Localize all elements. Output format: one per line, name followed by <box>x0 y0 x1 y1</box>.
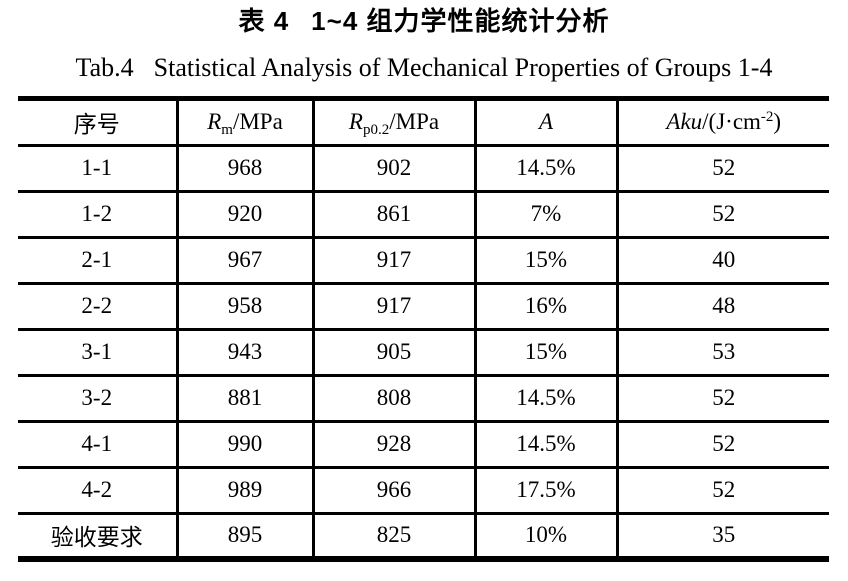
value-cell-elongation: 14.5% <box>473 143 619 193</box>
value-cell-rp02: 917 <box>311 281 477 331</box>
row-label-cell: 验收要求 <box>18 511 179 560</box>
value-cell-rp02: 902 <box>311 143 477 193</box>
caption-cn-text: 1~4 组力学性能统计分析 <box>311 6 610 36</box>
value-cell-rp02: 861 <box>311 189 477 239</box>
table-row: 2-1 967 917 15% 40 <box>18 235 829 285</box>
row-label-cell: 1-1 <box>18 143 179 193</box>
value-cell-elongation: 14.5% <box>473 419 619 469</box>
table-row-acceptance: 验收要求 895 825 10% 35 <box>18 511 829 560</box>
value-cell-rm: 990 <box>175 419 315 469</box>
table-caption-chinese: 表 4 1~4 组力学性能统计分析 <box>0 0 848 38</box>
value-cell-elongation: 15% <box>473 327 619 377</box>
value-cell-aku: 52 <box>615 189 829 239</box>
table-caption-english: Tab.4 Statistical Analysis of Mechanical … <box>0 52 848 83</box>
column-header-rm: Rm/MPa <box>175 98 315 147</box>
table-row: 4-2 989 966 17.5% 52 <box>18 465 829 515</box>
row-label-cell: 3-2 <box>18 373 179 423</box>
table-row: 4-1 990 928 14.5% 52 <box>18 419 829 469</box>
value-cell-elongation: 16% <box>473 281 619 331</box>
value-cell-aku: 40 <box>615 235 829 285</box>
rp02-unit: /MPa <box>389 109 440 135</box>
aku-unit-post: ) <box>773 109 782 135</box>
value-cell-rm: 881 <box>175 373 315 423</box>
value-cell-aku: 35 <box>615 511 829 560</box>
row-label-cell: 4-2 <box>18 465 179 515</box>
caption-en-text: Statistical Analysis of Mechanical Prope… <box>153 52 773 82</box>
rp02-symbol: R <box>348 109 363 135</box>
value-cell-rp02: 905 <box>311 327 477 377</box>
elongation-symbol: A <box>538 109 554 135</box>
table-row: 3-2 881 808 14.5% 52 <box>18 373 829 423</box>
value-cell-elongation: 7% <box>473 189 619 239</box>
column-header-sequence: 序号 <box>18 98 179 147</box>
value-cell-elongation: 17.5% <box>473 465 619 515</box>
mechanical-properties-table: 序号 Rm/MPa Rp0.2/MPa A Aku/(J·cm-2) 1-1 <box>18 95 829 563</box>
value-cell-aku: 52 <box>615 465 829 515</box>
rm-unit: /MPa <box>232 109 283 135</box>
rm-symbol: R <box>207 109 222 135</box>
value-cell-rp02: 966 <box>311 465 477 515</box>
aku-symbol: Aku <box>666 109 703 135</box>
table-row: 3-1 943 905 15% 53 <box>18 327 829 377</box>
aku-unit-pre: /(J·cm <box>702 109 761 135</box>
value-cell-rm: 989 <box>175 465 315 515</box>
row-label-cell: 2-2 <box>18 281 179 331</box>
value-cell-rp02: 808 <box>311 373 477 423</box>
table-row: 1-1 968 902 14.5% 52 <box>18 143 829 193</box>
row-label-cell: 3-1 <box>18 327 179 377</box>
value-cell-aku: 52 <box>615 373 829 423</box>
table-row: 2-2 958 917 16% 48 <box>18 281 829 331</box>
row-label-cell: 2-1 <box>18 235 179 285</box>
header-sequence-label: 序号 <box>73 112 120 138</box>
value-cell-rm: 958 <box>175 281 315 331</box>
value-cell-rm: 968 <box>175 143 315 193</box>
column-header-rp02: Rp0.2/MPa <box>311 98 477 147</box>
value-cell-rp02: 825 <box>311 511 477 560</box>
value-cell-aku: 48 <box>615 281 829 331</box>
value-cell-elongation: 10% <box>473 511 619 560</box>
value-cell-rp02: 928 <box>311 419 477 469</box>
row-label-cell: 4-1 <box>18 419 179 469</box>
value-cell-elongation: 15% <box>473 235 619 285</box>
value-cell-rm: 895 <box>175 511 315 560</box>
value-cell-rm: 920 <box>175 189 315 239</box>
aku-superscript: -2 <box>760 109 774 126</box>
table-row: 1-2 920 861 7% 52 <box>18 189 829 239</box>
value-cell-rp02: 917 <box>311 235 477 285</box>
column-header-elongation: A <box>473 98 619 147</box>
value-cell-aku: 52 <box>615 419 829 469</box>
value-cell-rm: 967 <box>175 235 315 285</box>
value-cell-aku: 52 <box>615 143 829 193</box>
rm-subscript: m <box>221 122 233 139</box>
caption-cn-label: 表 4 <box>238 6 290 36</box>
caption-en-label: Tab.4 <box>75 52 134 82</box>
column-header-aku: Aku/(J·cm-2) <box>615 98 829 147</box>
value-cell-aku: 53 <box>615 327 829 377</box>
rp02-subscript: p0.2 <box>362 122 390 139</box>
row-label-cell: 1-2 <box>18 189 179 239</box>
value-cell-rm: 943 <box>175 327 315 377</box>
header-row: 序号 Rm/MPa Rp0.2/MPa A Aku/(J·cm-2) <box>18 98 829 147</box>
value-cell-elongation: 14.5% <box>473 373 619 423</box>
